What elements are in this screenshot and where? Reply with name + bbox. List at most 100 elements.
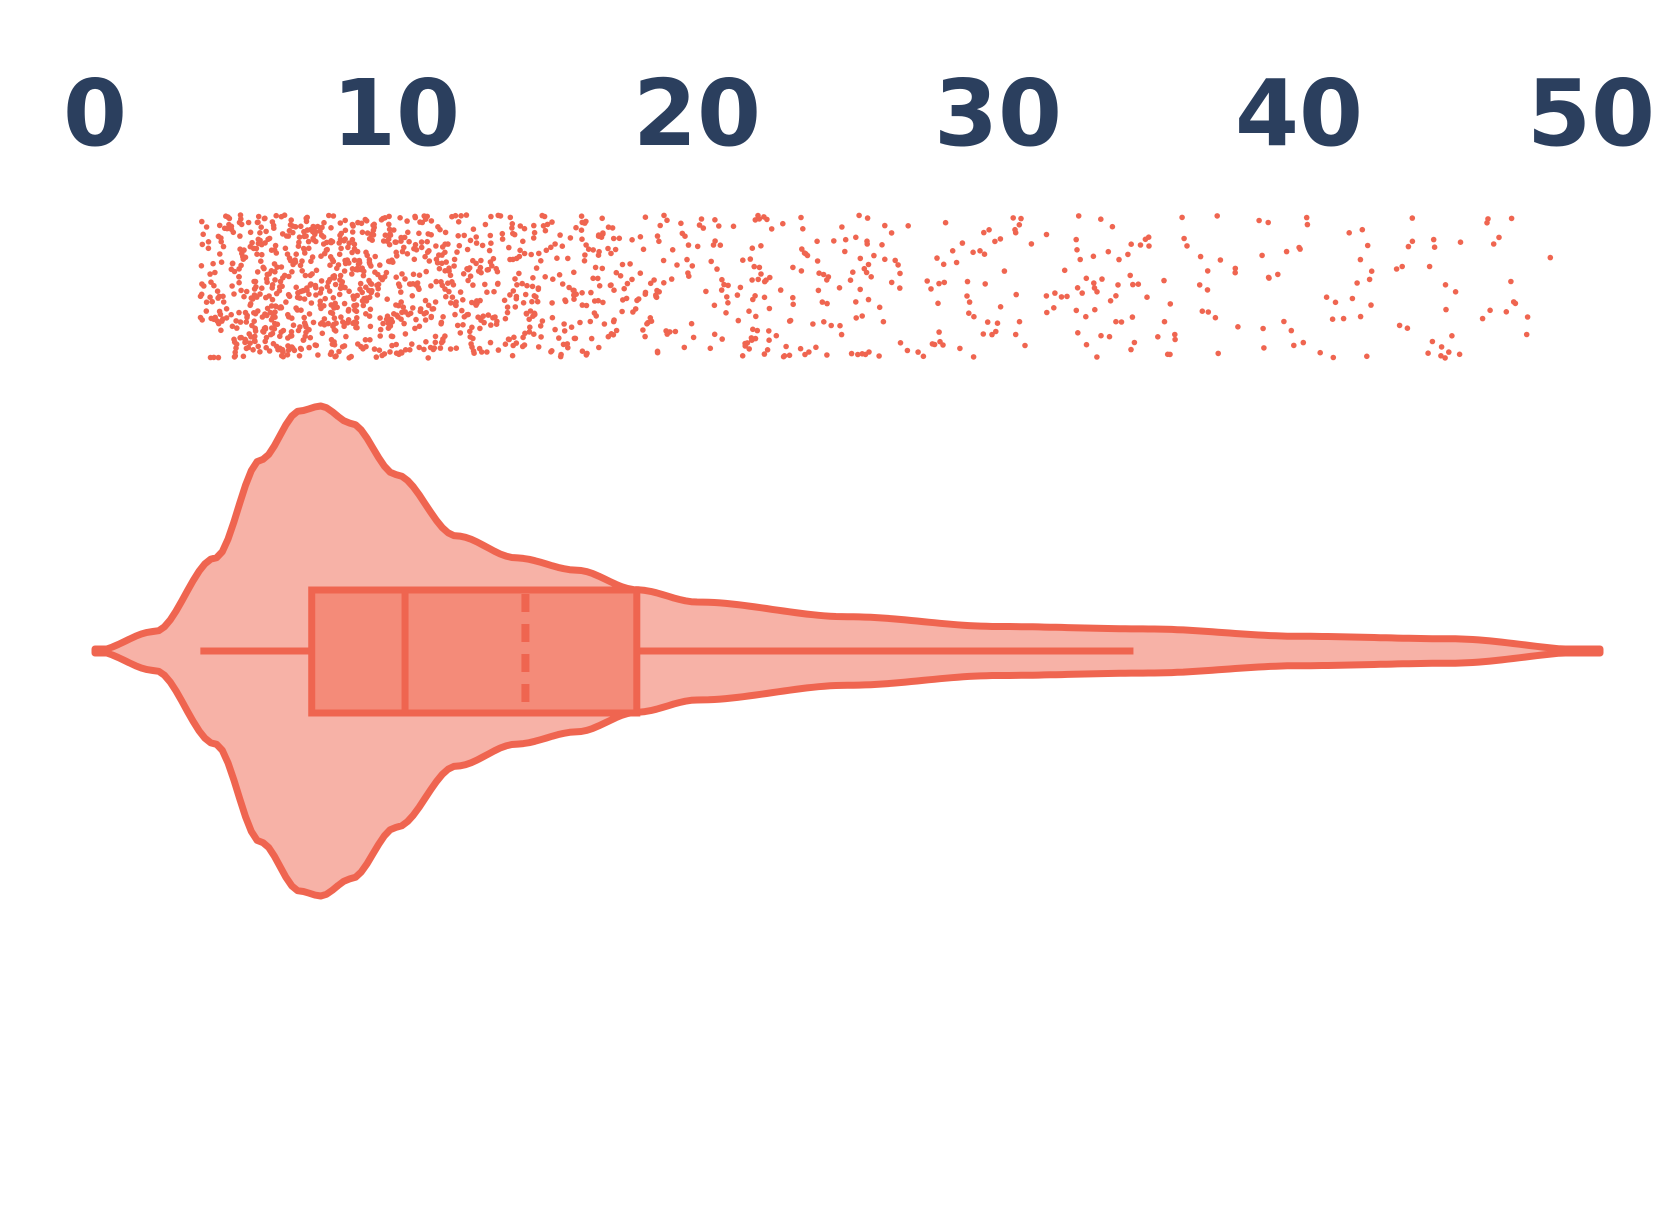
data-point [326, 212, 332, 219]
data-point [452, 212, 459, 219]
data-point [255, 236, 262, 243]
data-point [1442, 282, 1449, 288]
data-point [1317, 349, 1323, 356]
data-point [1172, 336, 1178, 343]
data-point [479, 242, 486, 249]
data-point [1012, 226, 1018, 233]
data-point [880, 318, 887, 325]
data-point [372, 253, 379, 260]
data-point [283, 299, 289, 305]
data-point [799, 246, 805, 252]
data-point [310, 235, 316, 242]
data-point [1196, 282, 1203, 288]
data-point [566, 284, 572, 291]
data-point [616, 235, 623, 242]
data-point [465, 277, 471, 284]
data-point [386, 226, 393, 233]
data-point [865, 261, 872, 268]
data-point [1364, 242, 1371, 249]
data-point [1349, 295, 1356, 302]
data-point [384, 296, 391, 303]
data-point [509, 225, 515, 231]
data-point [490, 255, 497, 262]
data-point [711, 331, 718, 338]
data-point [814, 238, 820, 245]
data-point [1090, 253, 1097, 260]
data-point [331, 315, 338, 321]
data-point [800, 226, 806, 232]
data-point [306, 245, 312, 252]
data-point [259, 314, 266, 320]
data-point [447, 272, 454, 279]
data-point [253, 245, 260, 252]
data-point [761, 351, 768, 357]
data-point [981, 229, 987, 236]
data-point [351, 246, 358, 252]
data-point [1283, 248, 1290, 255]
data-point [716, 223, 722, 229]
data-point [1135, 281, 1142, 288]
data-point [1354, 280, 1360, 286]
data-point [1303, 214, 1310, 221]
data-point [696, 222, 703, 228]
data-point [473, 234, 480, 240]
data-point [300, 287, 307, 294]
data-point [519, 343, 526, 350]
data-point [499, 236, 506, 242]
data-point [416, 230, 422, 237]
data-point [656, 238, 662, 245]
data-point [605, 245, 611, 252]
data-point [892, 257, 898, 264]
data-point [1205, 309, 1212, 315]
data-point [605, 333, 612, 340]
data-point [257, 349, 263, 355]
data-point [593, 313, 599, 319]
data-point [243, 345, 250, 352]
data-point [445, 241, 451, 247]
data-point [395, 314, 401, 320]
data-point [572, 335, 579, 342]
data-point [1212, 314, 1219, 321]
data-point [723, 310, 729, 316]
data-point [218, 235, 224, 241]
data-point [820, 271, 827, 278]
data-point [1106, 333, 1113, 340]
data-point [637, 234, 644, 240]
data-point [302, 322, 309, 328]
iqr-box [308, 586, 641, 717]
data-point [600, 230, 606, 236]
data-point [390, 259, 396, 266]
data-point [460, 322, 466, 328]
data-point [814, 258, 821, 264]
data-point [579, 290, 585, 296]
data-point [229, 323, 236, 330]
data-point [790, 264, 796, 271]
data-point [298, 346, 305, 353]
data-point [409, 293, 416, 299]
data-point [212, 269, 218, 276]
data-point [360, 302, 367, 309]
data-point [766, 337, 772, 344]
data-point [756, 264, 763, 271]
data-point [502, 315, 509, 322]
data-point [430, 306, 437, 312]
data-point [905, 223, 911, 229]
data-point [654, 287, 660, 294]
data-point [746, 308, 752, 315]
data-point [313, 267, 320, 274]
data-point [714, 266, 720, 272]
data-point [220, 243, 227, 250]
data-point [1044, 309, 1050, 316]
data-point [981, 251, 988, 257]
data-point [301, 314, 308, 321]
data-point [448, 300, 454, 306]
data-point [397, 215, 403, 221]
data-point [336, 251, 343, 258]
data-point [708, 258, 714, 265]
data-point [993, 328, 999, 335]
data-point [1073, 236, 1079, 243]
data-point [853, 299, 859, 305]
data-point [1109, 223, 1116, 230]
data-point [391, 227, 397, 233]
data-point [318, 278, 325, 284]
